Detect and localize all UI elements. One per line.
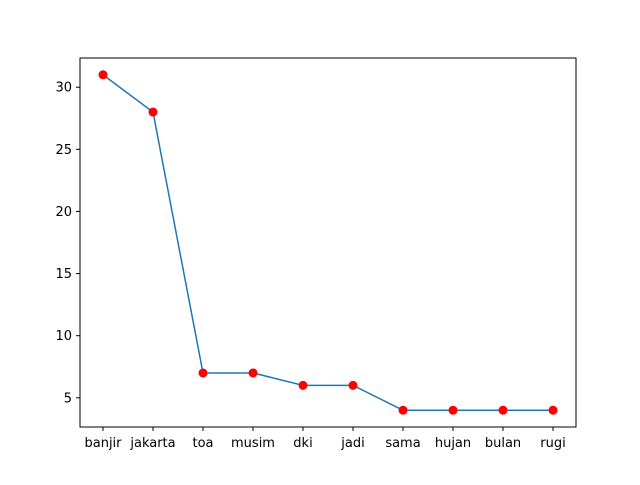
x-tick-label: rugi <box>540 436 565 451</box>
data-point-sama <box>398 405 408 415</box>
plot-background <box>80 58 576 427</box>
x-tick-label: dki <box>293 436 312 451</box>
data-point-banjir <box>98 70 108 80</box>
y-axis-ticks: 5 10 15 20 25 30 <box>55 81 80 406</box>
plot-frame <box>79 57 577 428</box>
x-tick-label: jakarta <box>129 436 175 451</box>
x-tick-label: hujan <box>435 436 471 451</box>
y-tick-label: 30 <box>55 81 72 96</box>
data-point-dki <box>298 380 308 390</box>
data-point-hujan <box>448 405 458 415</box>
x-tick-label: jadi <box>340 436 364 451</box>
x-tick-label: bulan <box>485 436 521 451</box>
data-point-musim <box>248 368 258 378</box>
x-tick-label: banjir <box>84 436 122 451</box>
data-point-toa <box>198 368 208 378</box>
data-point-jadi <box>348 380 358 390</box>
series-line <box>102 74 553 411</box>
x-tick-label: sama <box>385 436 420 451</box>
y-tick-label: 10 <box>55 329 72 344</box>
x-tick-label: musim <box>231 436 275 451</box>
data-markers <box>98 70 558 415</box>
x-tick-label: toa <box>192 436 213 451</box>
y-tick-label: 15 <box>55 267 72 282</box>
x-axis-ticks: banjir jakarta toa musim dki jadi sama hujan bul… <box>84 427 566 451</box>
data-point-jakarta <box>148 107 158 117</box>
data-point-rugi <box>548 405 558 415</box>
y-tick-label: 25 <box>55 143 72 158</box>
y-tick-label: 5 <box>64 391 72 406</box>
data-point-bulan <box>498 405 508 415</box>
y-tick-label: 20 <box>55 205 72 220</box>
